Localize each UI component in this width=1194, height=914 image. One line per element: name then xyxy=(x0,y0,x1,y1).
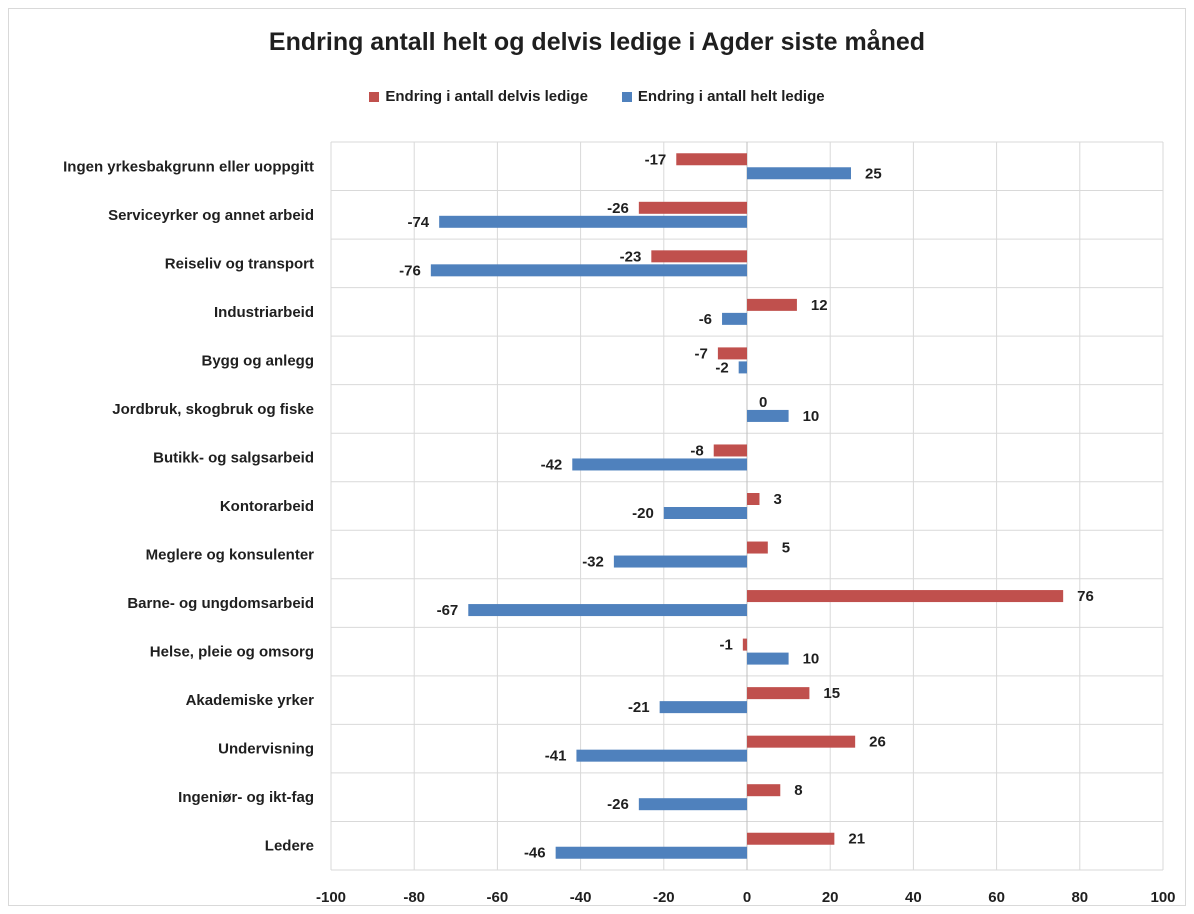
category-label: Ledere xyxy=(265,838,314,855)
bar-delvis xyxy=(638,201,747,214)
x-tick-label: 0 xyxy=(743,889,751,906)
x-tick-label: -20 xyxy=(653,889,675,906)
data-label-helt: -20 xyxy=(632,505,654,522)
bar-delvis xyxy=(747,784,781,797)
legend-item-delvis: Endring i antall delvis ledige xyxy=(369,88,588,105)
data-label-delvis: 12 xyxy=(811,297,828,314)
data-label-helt: -26 xyxy=(607,796,629,813)
bar-delvis xyxy=(747,298,797,311)
data-label-delvis: -17 xyxy=(645,151,667,168)
bar-helt xyxy=(747,409,789,422)
bar-delvis xyxy=(676,153,747,166)
data-label-delvis: 26 xyxy=(869,734,886,751)
data-label-delvis: 21 xyxy=(848,831,865,848)
bar-delvis xyxy=(717,347,747,360)
bar-helt xyxy=(555,846,747,859)
category-label: Bygg og anlegg xyxy=(202,352,315,369)
data-label-delvis: -23 xyxy=(620,248,642,265)
category-label: Industriarbeid xyxy=(214,304,314,321)
data-label-helt: -67 xyxy=(437,602,459,619)
data-label-helt: -41 xyxy=(545,748,567,765)
data-label-delvis: 3 xyxy=(773,491,781,508)
bar-helt xyxy=(738,361,747,374)
category-label: Ingeniør- og ikt-fag xyxy=(178,789,314,806)
legend-item-helt: Endring i antall helt ledige xyxy=(621,88,825,105)
category-label: Barne- og ungdomsarbeid xyxy=(127,595,314,612)
data-label-helt: -21 xyxy=(628,699,650,716)
bar-helt xyxy=(576,749,747,762)
data-label-helt: -46 xyxy=(524,845,546,862)
bar-helt xyxy=(747,167,851,180)
bar-delvis xyxy=(747,493,760,505)
bar-helt xyxy=(722,312,747,325)
bar-helt xyxy=(430,264,747,277)
x-tick-label: 80 xyxy=(1071,889,1088,906)
bar-helt xyxy=(468,604,747,617)
bar-delvis xyxy=(747,735,856,748)
bar-helt xyxy=(638,798,747,811)
data-label-helt: 10 xyxy=(803,408,820,425)
bar-delvis xyxy=(713,444,747,457)
bar-helt xyxy=(572,458,747,471)
data-label-helt: -74 xyxy=(407,214,429,231)
category-label: Kontorarbeid xyxy=(220,498,314,515)
bar-helt xyxy=(747,652,789,665)
chart-title: Endring antall helt og delvis ledige i A… xyxy=(268,28,926,56)
x-tick-label: 20 xyxy=(822,889,839,906)
legend: Endring i antall delvis ledige Endring i… xyxy=(0,88,1194,105)
bar-delvis xyxy=(747,541,768,554)
category-label: Meglere og konsulenter xyxy=(146,547,315,564)
category-label: Jordbruk, skogbruk og fiske xyxy=(112,401,314,418)
data-label-delvis: 15 xyxy=(823,685,840,702)
legend-label-delvis: Endring i antall delvis ledige xyxy=(385,88,588,105)
data-label-helt: -76 xyxy=(399,262,421,279)
data-label-delvis: 8 xyxy=(794,782,802,799)
bar-helt xyxy=(663,507,747,519)
category-label: Undervisning xyxy=(218,741,314,758)
data-label-delvis: 76 xyxy=(1077,588,1094,605)
data-label-helt: 10 xyxy=(803,651,820,668)
data-label-delvis: -8 xyxy=(690,442,703,459)
bar-delvis xyxy=(747,590,1064,603)
data-label-delvis: -26 xyxy=(607,200,629,217)
bar-helt xyxy=(439,215,747,228)
data-label-delvis: 5 xyxy=(782,540,790,557)
bar-delvis xyxy=(651,250,747,263)
x-tick-label: 100 xyxy=(1150,889,1175,906)
data-label-helt: -6 xyxy=(699,311,712,328)
category-label: Helse, pleie og omsorg xyxy=(150,644,314,661)
category-label: Reiseliv og transport xyxy=(165,255,314,272)
category-label: Serviceyrker og annet arbeid xyxy=(108,207,314,224)
x-tick-label: -100 xyxy=(316,889,346,906)
data-label-delvis: -1 xyxy=(719,637,732,654)
x-tick-label: -80 xyxy=(403,889,425,906)
x-tick-label: 40 xyxy=(905,889,922,906)
data-label-helt: 25 xyxy=(865,165,882,182)
legend-swatch-helt xyxy=(621,91,632,102)
bar-delvis xyxy=(747,832,835,845)
legend-label-helt: Endring i antall helt ledige xyxy=(637,88,825,105)
x-tick-label: -40 xyxy=(570,889,592,906)
bar-delvis xyxy=(742,638,747,651)
category-label: Ingen yrkesbakgrunn eller uoppgitt xyxy=(63,158,314,175)
bar-helt xyxy=(659,701,747,714)
category-label: Akademiske yrker xyxy=(186,692,315,709)
data-label-delvis: -7 xyxy=(695,345,708,362)
data-label-helt: -2 xyxy=(715,359,728,376)
x-tick-label: -60 xyxy=(487,889,509,906)
legend-swatch-delvis xyxy=(369,91,380,102)
bar-helt xyxy=(613,555,747,568)
data-label-helt: -32 xyxy=(582,554,604,571)
data-label-delvis: 0 xyxy=(759,394,767,411)
category-label: Butikk- og salgsarbeid xyxy=(153,449,314,466)
data-label-helt: -42 xyxy=(541,456,563,473)
x-tick-label: 60 xyxy=(988,889,1005,906)
bar-delvis xyxy=(747,687,810,700)
